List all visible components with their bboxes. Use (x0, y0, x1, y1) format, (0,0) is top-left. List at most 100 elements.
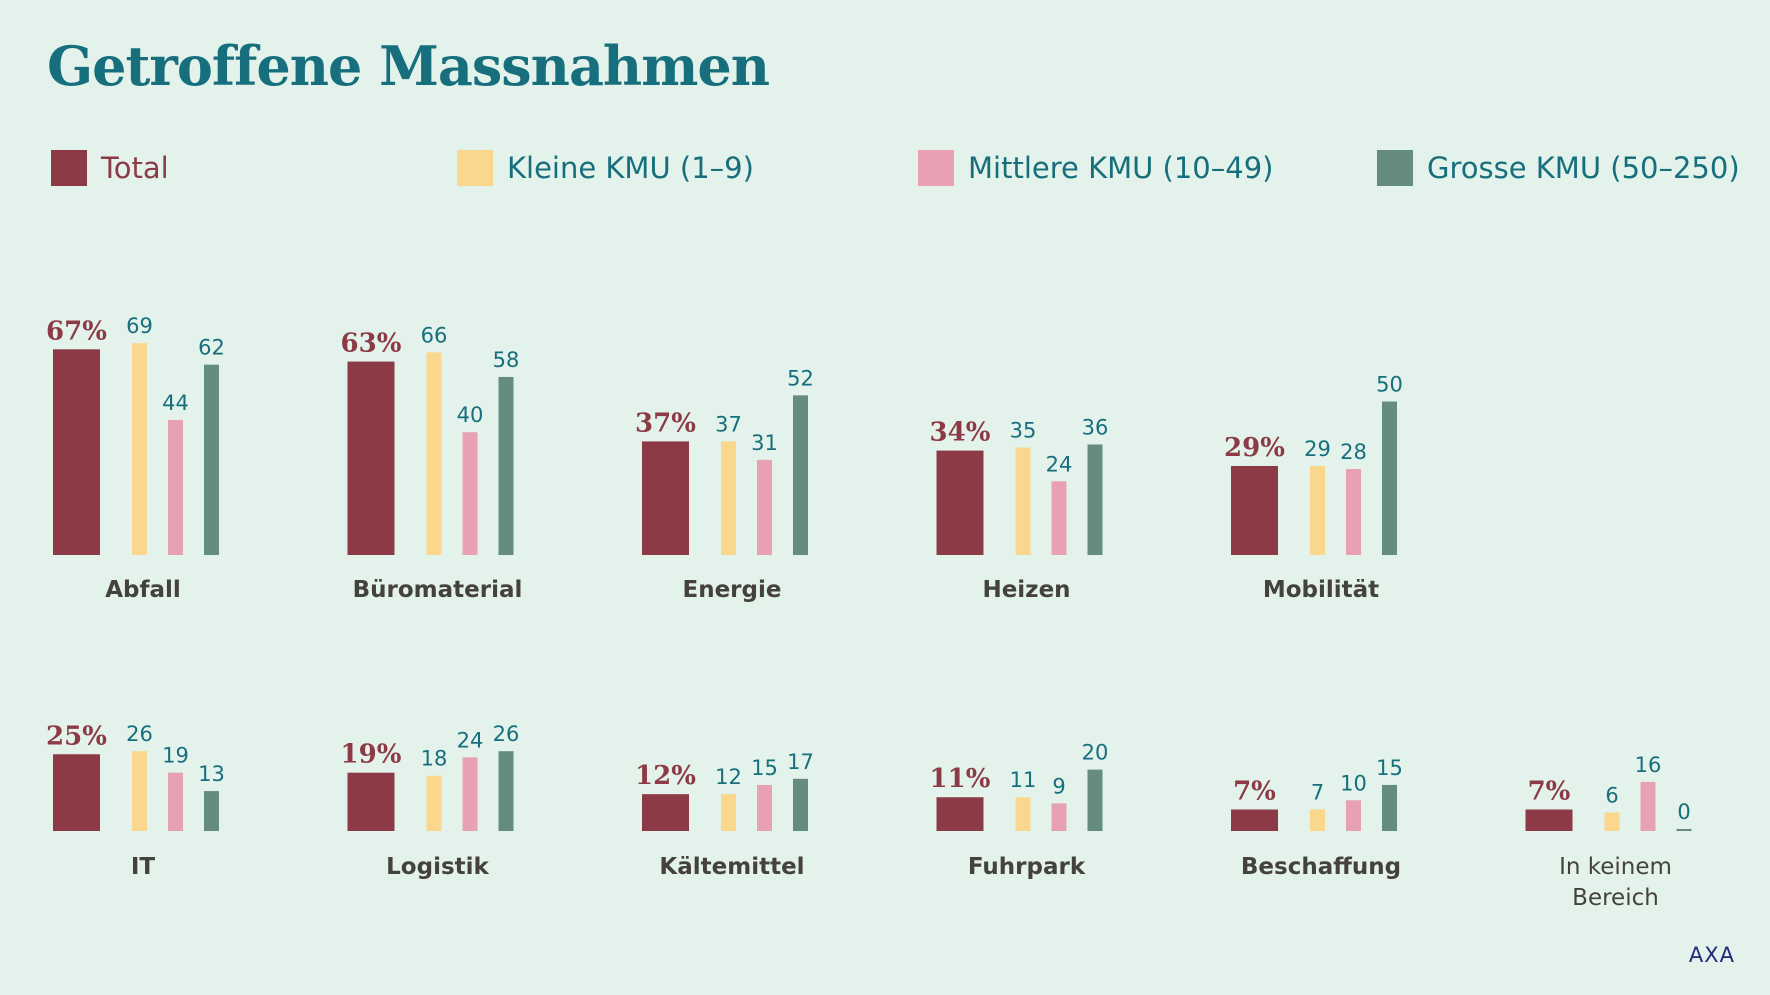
category-label-heizen: Heizen (982, 577, 1070, 603)
bar-logistik-mittlere-kmu (462, 757, 478, 831)
legend-item-grosse-kmu: Grosse KMU (50–250) (1377, 150, 1740, 186)
data-label-fuhrpark-grosse-kmu: 20 (1082, 741, 1109, 765)
bar-mobilitaet-grosse-kmu (1382, 401, 1397, 555)
data-label-heizen-kleine-kmu: 35 (1010, 419, 1037, 443)
data-label-energie-kleine-kmu: 37 (715, 412, 742, 436)
data-label-in-keinem-bereich-total: 7% (1528, 777, 1571, 807)
data-label-fuhrpark-kleine-kmu: 11 (1010, 768, 1037, 792)
bar-fuhrpark-mittlere-kmu (1051, 803, 1067, 831)
bar-abfall-grosse-kmu (204, 364, 219, 555)
bar-energie-kleine-kmu (721, 441, 736, 555)
bar-kaeltemittel-kleine-kmu (721, 794, 736, 831)
bar-group-bueromaterial: 63% 66 40 58 Büromaterial (341, 323, 523, 603)
bar-group-heizen: 34% 35 24 36 Heizen (930, 415, 1109, 603)
brand-logo-text: AXA (1688, 943, 1735, 967)
data-label-abfall-kleine-kmu: 69 (126, 314, 153, 338)
bar-heizen-total (936, 450, 984, 555)
bar-in-keinem-bereich-total (1525, 809, 1573, 831)
bar-fuhrpark-grosse-kmu (1087, 769, 1103, 831)
bar-bueromaterial-grosse-kmu (498, 376, 514, 555)
data-label-fuhrpark-total: 11% (930, 764, 991, 794)
bar-energie-total (642, 441, 689, 555)
data-label-logistik-total: 19% (341, 740, 402, 770)
bar-heizen-mittlere-kmu (1051, 481, 1067, 555)
legend-label-total: Total (101, 151, 169, 185)
legend-item-total: Total (51, 150, 169, 186)
chart-title: Getroffene Massnahmen (47, 34, 770, 98)
bar-it-total (53, 754, 100, 831)
bar-energie-grosse-kmu (793, 395, 808, 555)
data-label-in-keinem-bereich-grosse-kmu: 0 (1677, 800, 1690, 824)
data-label-kaeltemittel-grosse-kmu: 17 (787, 750, 814, 774)
legend-label-mittlere-kmu: Mittlere KMU (10–49) (968, 151, 1274, 185)
data-label-heizen-total: 34% (930, 418, 991, 448)
data-label-bueromaterial-grosse-kmu: 58 (493, 348, 520, 372)
bar-in-keinem-bereich-kleine-kmu (1604, 812, 1620, 831)
legend-swatch-grosse-kmu (1377, 150, 1413, 186)
bar-abfall-kleine-kmu (132, 343, 147, 555)
data-label-in-keinem-bereich-mittlere-kmu: 16 (1635, 753, 1662, 777)
bar-logistik-grosse-kmu (498, 751, 514, 831)
data-label-energie-mittlere-kmu: 31 (751, 431, 778, 455)
bar-mobilitaet-total (1231, 465, 1278, 555)
bar-group-mobilitaet: 29% 29 28 50 Mobilität (1224, 373, 1403, 604)
legend-swatch-mittlere-kmu (918, 150, 954, 186)
data-label-abfall-mittlere-kmu: 44 (162, 391, 189, 415)
legend-label-grosse-kmu: Grosse KMU (50–250) (1427, 151, 1740, 185)
data-label-heizen-mittlere-kmu: 24 (1046, 452, 1073, 476)
data-label-logistik-kleine-kmu: 18 (421, 747, 448, 771)
data-label-energie-grosse-kmu: 52 (787, 366, 814, 390)
bar-in-keinem-bereich-grosse-kmu (1676, 829, 1692, 831)
bar-beschaffung-kleine-kmu (1310, 809, 1325, 831)
legend-label-kleine-kmu: Kleine KMU (1–9) (507, 151, 754, 185)
bar-abfall-total (53, 349, 100, 555)
bar-it-kleine-kmu (132, 751, 147, 831)
bar-kaeltemittel-mittlere-kmu (757, 784, 772, 831)
bar-group-in-keinem-bereich: 7% 6 16 0 In keinem Bereich (1525, 753, 1692, 911)
bar-mobilitaet-kleine-kmu (1310, 465, 1325, 555)
category-label-fuhrpark: Fuhrpark (968, 854, 1086, 880)
category-label-kaeltemittel: Kältemittel (659, 854, 804, 880)
bar-fuhrpark-total (936, 797, 984, 831)
bar-beschaffung-grosse-kmu (1382, 784, 1397, 831)
data-label-it-grosse-kmu: 13 (198, 762, 225, 786)
data-label-beschaffung-mittlere-kmu: 10 (1340, 771, 1367, 795)
bar-group-energie: 37% 37 31 52 Energie (635, 366, 814, 603)
data-label-in-keinem-bereich-kleine-kmu: 6 (1605, 784, 1618, 808)
bar-group-fuhrpark: 11% 11 9 20 Fuhrpark (930, 741, 1109, 880)
data-label-kaeltemittel-mittlere-kmu: 15 (751, 756, 778, 780)
category-label-it: IT (131, 854, 156, 880)
bar-in-keinem-bereich-mittlere-kmu (1640, 781, 1656, 831)
bar-beschaffung-mittlere-kmu (1346, 800, 1361, 831)
bar-logistik-kleine-kmu (426, 775, 442, 831)
bar-mobilitaet-mittlere-kmu (1346, 469, 1361, 555)
data-label-beschaffung-grosse-kmu: 15 (1376, 756, 1403, 780)
bar-it-grosse-kmu (204, 791, 219, 831)
data-label-energie-total: 37% (635, 408, 696, 438)
data-label-heizen-grosse-kmu: 36 (1082, 415, 1109, 439)
category-label-mobilitaet: Mobilität (1263, 577, 1379, 603)
data-label-mobilitaet-grosse-kmu: 50 (1376, 373, 1403, 397)
data-label-it-total: 25% (46, 721, 107, 751)
data-label-it-kleine-kmu: 26 (126, 722, 153, 746)
bar-beschaffung-total (1231, 809, 1278, 831)
bar-bueromaterial-kleine-kmu (426, 352, 442, 555)
data-label-abfall-total: 67% (46, 316, 107, 346)
legend-item-mittlere-kmu: Mittlere KMU (10–49) (918, 150, 1273, 186)
bar-fuhrpark-kleine-kmu (1015, 797, 1031, 831)
bar-group-kaeltemittel: 12% 12 15 17 Kältemittel (635, 750, 814, 880)
data-label-kaeltemittel-total: 12% (635, 761, 696, 791)
data-label-bueromaterial-kleine-kmu: 66 (421, 323, 448, 347)
bar-energie-mittlere-kmu (757, 459, 772, 555)
bar-abfall-mittlere-kmu (168, 419, 183, 555)
bar-group-it: 25% 26 19 13 IT (46, 721, 225, 880)
category-label-logistik: Logistik (386, 854, 489, 880)
data-label-bueromaterial-total: 63% (341, 329, 402, 359)
data-label-fuhrpark-mittlere-kmu: 9 (1052, 774, 1065, 798)
legend-swatch-total (51, 150, 87, 186)
bar-kaeltemittel-total (642, 794, 689, 831)
bar-heizen-grosse-kmu (1087, 444, 1103, 555)
data-label-logistik-mittlere-kmu: 24 (457, 728, 484, 752)
data-label-beschaffung-kleine-kmu: 7 (1311, 781, 1324, 805)
